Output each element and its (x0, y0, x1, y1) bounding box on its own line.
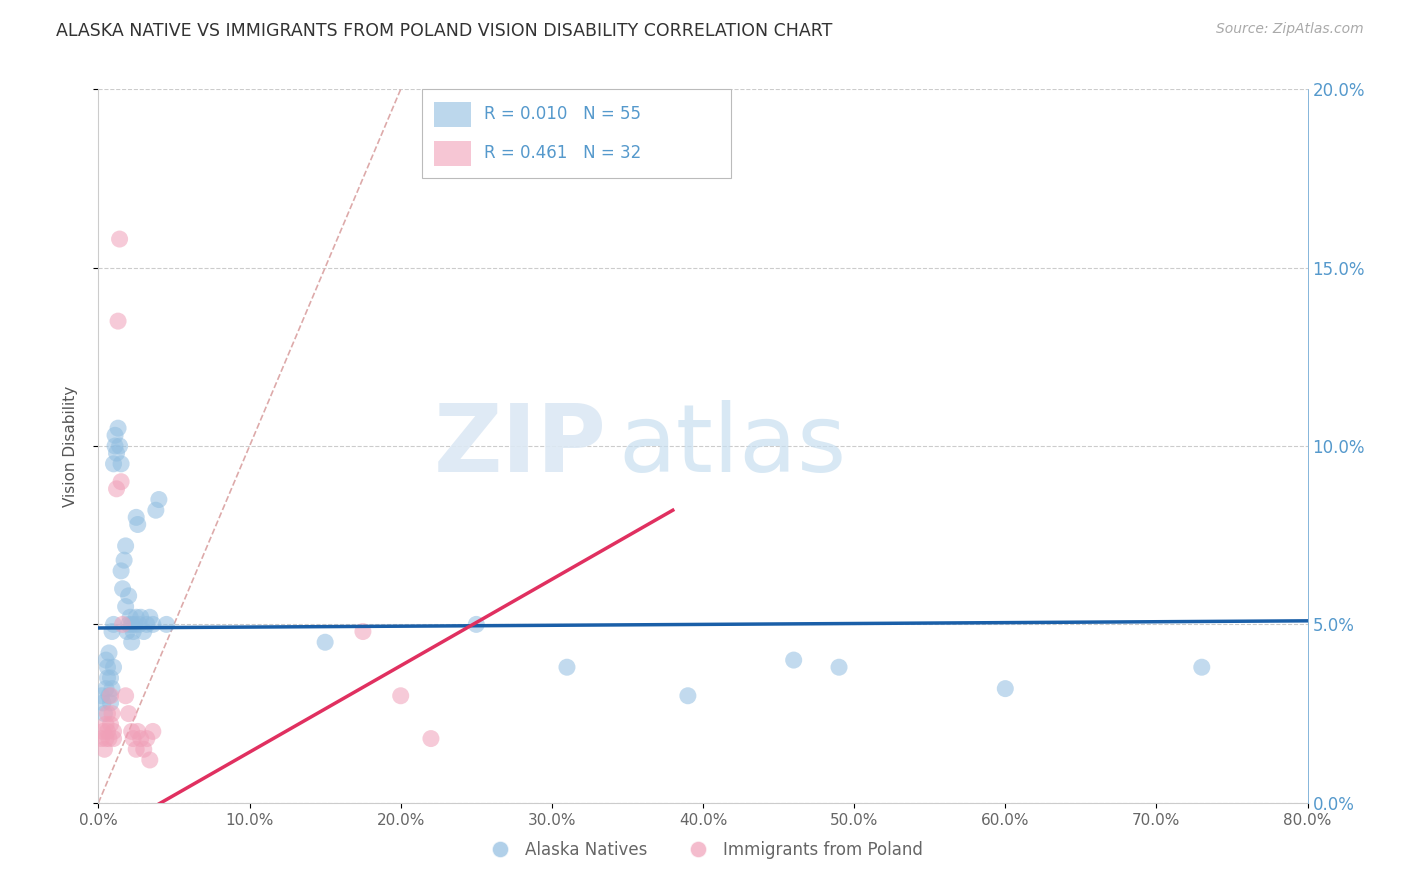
Point (96, 660, 118, 674)
Point (100, 689, 122, 703)
Point (105, 446, 128, 460)
Point (129, 731, 152, 746)
Y-axis label: Vision Disability: Vision Disability (63, 385, 77, 507)
Point (135, 731, 157, 746)
Point (103, 457, 125, 471)
Point (104, 439, 127, 453)
Point (111, 582, 134, 596)
Point (100, 717, 122, 731)
Point (115, 624, 138, 639)
Point (139, 610, 162, 624)
Point (121, 617, 143, 632)
Point (93, 706, 115, 721)
Point (100, 671, 122, 685)
Point (93, 742, 115, 756)
Point (129, 610, 152, 624)
Point (128, 617, 150, 632)
Text: R = 0.461   N = 32: R = 0.461 N = 32 (484, 145, 641, 162)
Point (100, 696, 122, 710)
Point (118, 617, 141, 632)
Point (105, 482, 128, 496)
Point (90, 731, 112, 746)
Point (121, 724, 143, 739)
Point (555, 660, 578, 674)
Bar (434, 102, 471, 127)
Point (122, 731, 145, 746)
FancyBboxPatch shape (422, 89, 731, 178)
Point (120, 610, 142, 624)
Legend: Alaska Natives, Immigrants from Poland: Alaska Natives, Immigrants from Poland (477, 835, 929, 866)
Point (110, 457, 132, 471)
Point (112, 553, 135, 567)
Point (125, 610, 148, 624)
Point (94, 653, 117, 667)
Point (420, 731, 443, 746)
Point (145, 503, 167, 517)
Point (96, 706, 118, 721)
Point (107, 314, 129, 328)
Point (352, 624, 374, 639)
Text: Source: ZipAtlas.com: Source: ZipAtlas.com (1216, 22, 1364, 37)
Point (90, 689, 112, 703)
Point (148, 492, 170, 507)
Point (114, 689, 136, 703)
Point (103, 724, 125, 739)
Point (98, 646, 121, 660)
Point (108, 439, 131, 453)
Point (101, 624, 124, 639)
Point (122, 624, 145, 639)
Point (104, 428, 127, 442)
Point (107, 421, 129, 435)
Point (110, 564, 132, 578)
Point (132, 624, 155, 639)
Point (91, 724, 114, 739)
Point (101, 681, 124, 696)
Point (314, 635, 336, 649)
Point (124, 617, 146, 632)
Point (103, 731, 125, 746)
Point (96, 671, 118, 685)
Point (91, 696, 114, 710)
Point (155, 617, 177, 632)
Point (389, 689, 412, 703)
Text: ZIP: ZIP (433, 400, 606, 492)
Bar (434, 141, 471, 166)
Point (465, 617, 488, 632)
Point (142, 617, 165, 632)
Point (114, 539, 136, 553)
Point (94, 731, 117, 746)
Point (101, 706, 124, 721)
Point (127, 517, 149, 532)
Point (98, 731, 121, 746)
Point (828, 660, 851, 674)
Point (1191, 660, 1213, 674)
Point (111, 617, 134, 632)
Point (98, 689, 121, 703)
Point (125, 510, 148, 524)
Point (783, 653, 806, 667)
Point (676, 689, 699, 703)
Point (118, 589, 141, 603)
Point (127, 724, 149, 739)
Point (110, 475, 132, 489)
Point (139, 753, 162, 767)
Text: ALASKA NATIVE VS IMMIGRANTS FROM POLAND VISION DISABILITY CORRELATION CHART: ALASKA NATIVE VS IMMIGRANTS FROM POLAND … (56, 22, 832, 40)
Point (121, 635, 143, 649)
Point (108, 232, 131, 246)
Point (135, 617, 157, 632)
Point (103, 660, 125, 674)
Point (94, 717, 117, 731)
Text: R = 0.010   N = 55: R = 0.010 N = 55 (484, 105, 641, 123)
Point (103, 617, 125, 632)
Point (125, 742, 148, 756)
Point (118, 706, 141, 721)
Point (96, 724, 118, 739)
Text: atlas: atlas (619, 400, 846, 492)
Point (994, 681, 1017, 696)
Point (114, 599, 136, 614)
Point (132, 742, 155, 756)
Point (142, 724, 165, 739)
Point (94, 681, 117, 696)
